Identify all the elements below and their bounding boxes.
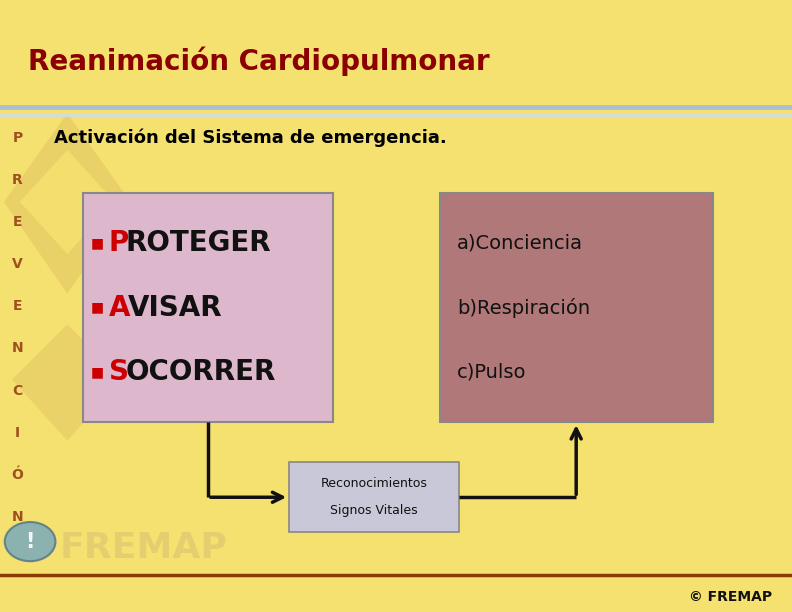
Text: !: ! (25, 532, 35, 551)
Text: E: E (13, 215, 22, 229)
Polygon shape (4, 113, 131, 294)
Text: VISAR: VISAR (128, 294, 223, 321)
Text: P: P (13, 131, 22, 144)
Circle shape (5, 522, 55, 561)
Text: E: E (13, 299, 22, 313)
Text: Ó: Ó (12, 468, 23, 482)
Text: N: N (12, 510, 23, 524)
Text: OCORRER: OCORRER (126, 358, 276, 386)
Text: Reconocimientos: Reconocimientos (321, 477, 428, 490)
Text: R: R (12, 173, 23, 187)
Text: Activación del Sistema de emergencia.: Activación del Sistema de emergencia. (54, 129, 447, 147)
FancyBboxPatch shape (289, 462, 459, 532)
Text: I: I (15, 426, 20, 440)
FancyBboxPatch shape (440, 193, 713, 422)
Text: P: P (109, 230, 129, 257)
Polygon shape (12, 324, 123, 441)
Text: ROTEGER: ROTEGER (126, 230, 272, 257)
Text: c)Pulso: c)Pulso (457, 362, 527, 381)
Text: © FREMAP: © FREMAP (689, 590, 772, 603)
Text: N: N (12, 341, 23, 356)
Text: ■: ■ (91, 365, 104, 379)
Text: A: A (109, 294, 130, 321)
Text: ■: ■ (91, 236, 104, 250)
Text: C: C (13, 384, 22, 398)
Text: ■: ■ (91, 300, 104, 315)
Text: b)Respiración: b)Respiración (457, 297, 590, 318)
Text: a)Conciencia: a)Conciencia (457, 234, 583, 253)
FancyBboxPatch shape (83, 193, 333, 422)
Text: Signos Vitales: Signos Vitales (330, 504, 418, 517)
Text: Reanimación Cardiopulmonar: Reanimación Cardiopulmonar (28, 47, 489, 76)
Text: S: S (109, 358, 128, 386)
Polygon shape (20, 150, 115, 254)
Text: V: V (12, 257, 23, 271)
Text: FREMAP: FREMAP (59, 531, 227, 565)
